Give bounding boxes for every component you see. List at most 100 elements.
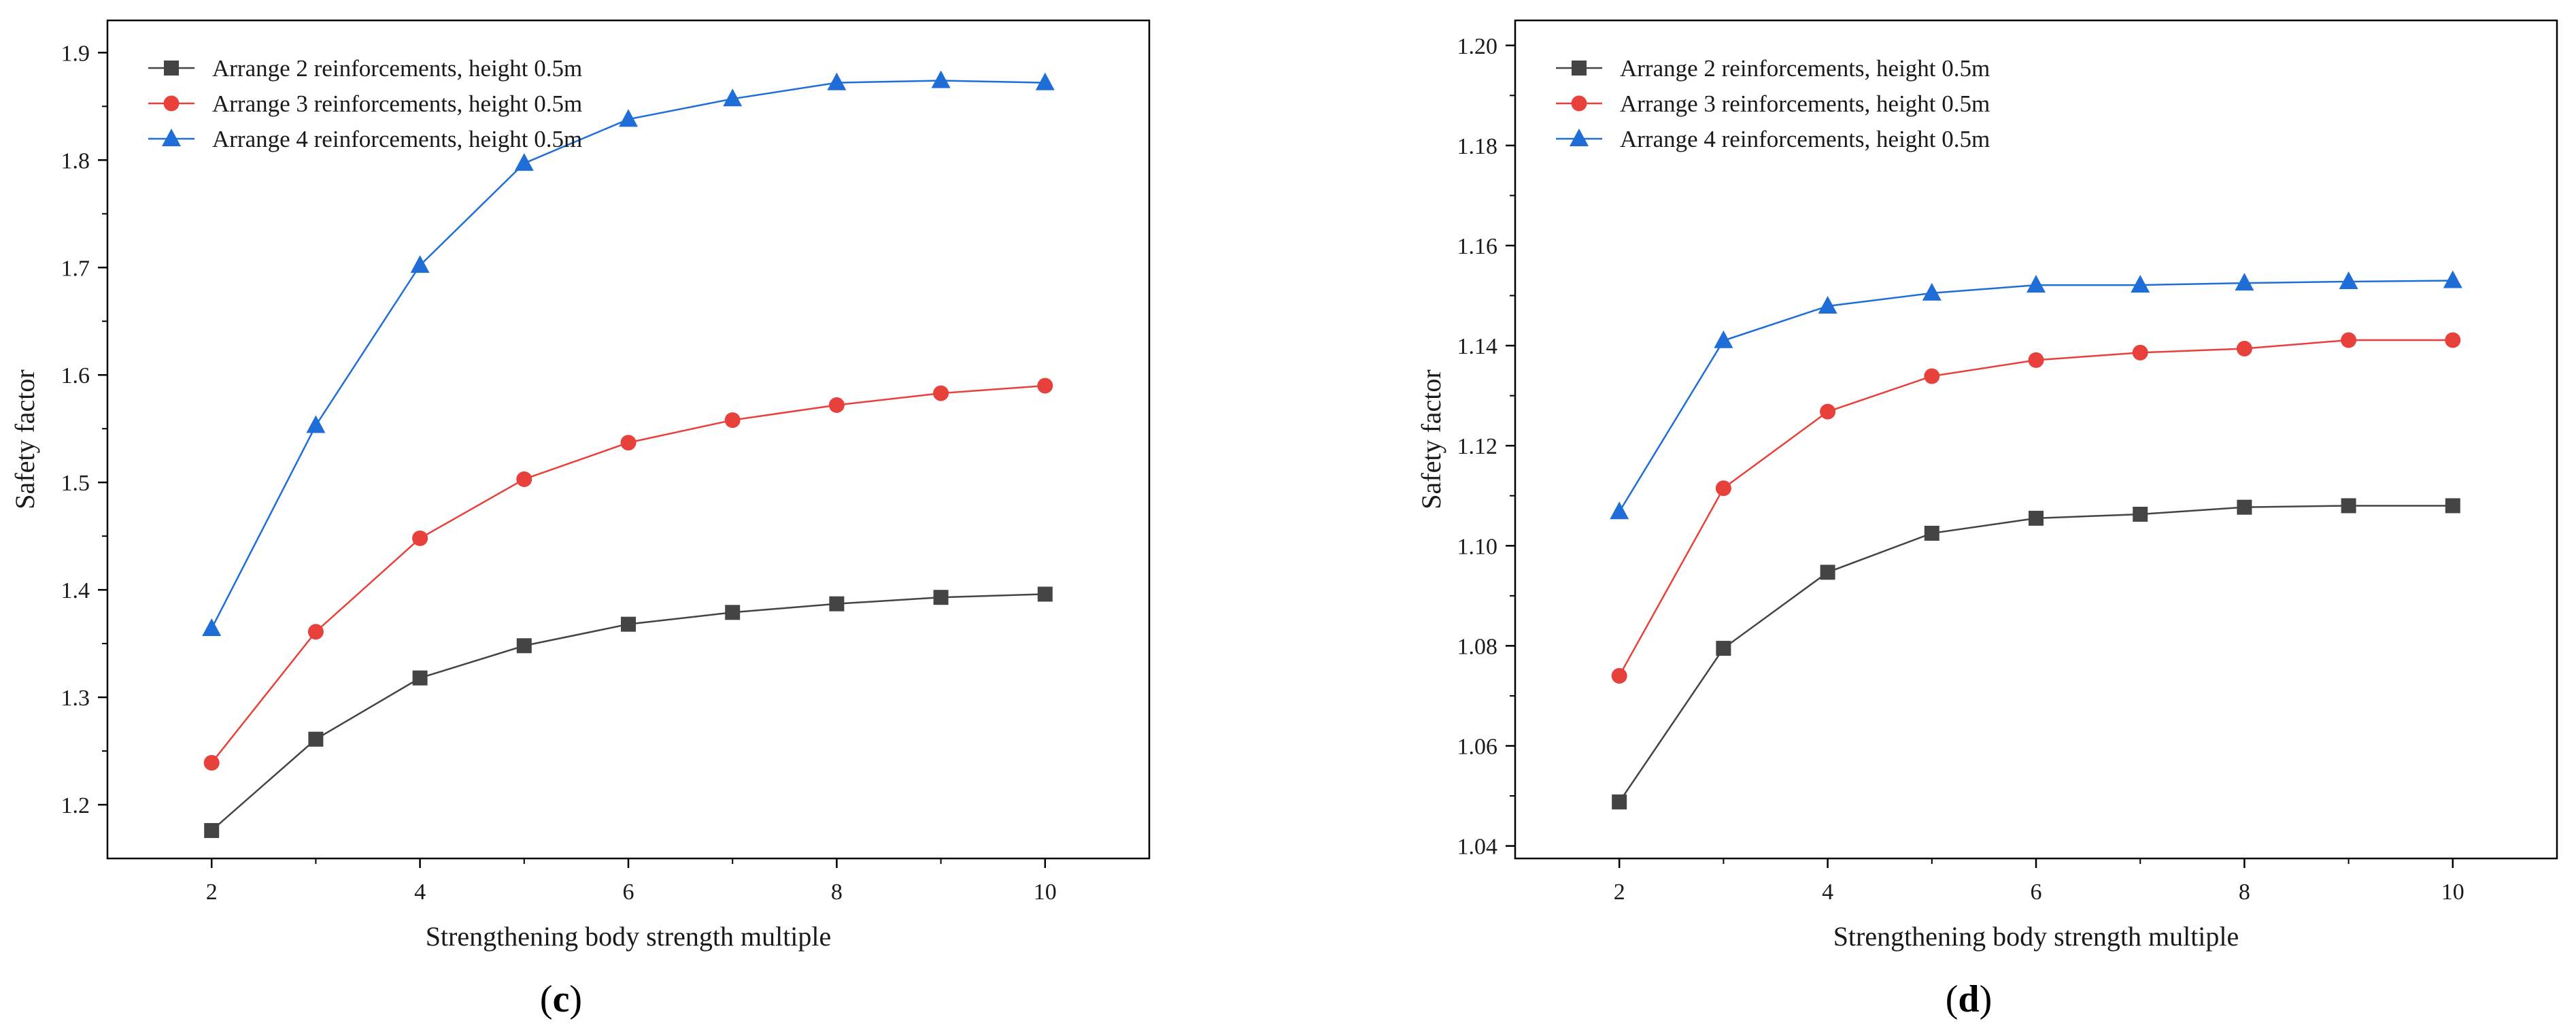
data-point-c-s3-x9 (931, 70, 951, 88)
y-tick-label-c-3: 1.5 (61, 471, 90, 496)
data-point-c-s1-x2 (204, 822, 220, 838)
x-tick-label-c-2: 2 (206, 880, 218, 905)
x-tick-label-d-8: 8 (2239, 880, 2250, 905)
y-tick-label-d-7: 1.18 (1457, 134, 1498, 159)
legend-marker-c-2 (163, 95, 180, 112)
legend-marker-c-1 (164, 61, 179, 76)
x-tick-label-d-6: 6 (2031, 880, 2042, 905)
data-point-d-s3-x7 (2131, 275, 2150, 293)
legend-label-d-3: Arrange 4 reinforcements, height 0.5m (1620, 126, 1990, 152)
legend-label-d-1: Arrange 2 reinforcements, height 0.5m (1620, 55, 1990, 82)
x-tick-label-c-6: 6 (623, 880, 634, 905)
x-tick-label-d-4: 4 (1822, 880, 1833, 905)
panel-c-caption: (c) (540, 978, 582, 1020)
data-point-d-s3-x10 (2443, 270, 2462, 288)
data-point-d-s3-x6 (2027, 275, 2046, 293)
data-point-d-s1-x5 (1924, 525, 1939, 541)
data-point-c-s1-x3 (308, 731, 324, 747)
data-point-c-s2-x3 (307, 624, 324, 640)
y-tick-label-d-3: 1.10 (1457, 534, 1498, 559)
data-point-d-s2-x9 (2341, 332, 2357, 348)
data-point-c-s3-x6 (619, 109, 638, 127)
data-point-c-s2-x8 (828, 397, 845, 413)
legend-c: Arrange 2 reinforcements, height 0.5m Arr… (148, 55, 582, 152)
x-tick-label-d-10: 10 (2441, 880, 2464, 905)
data-point-d-s1-x3 (1716, 641, 1731, 656)
data-point-c-s3-x7 (723, 88, 743, 107)
data-point-d-s3-x9 (2339, 271, 2358, 289)
data-point-d-s1-x6 (2029, 510, 2044, 526)
y-tick-label-d-2: 1.08 (1457, 634, 1498, 659)
chart-panel-d: 2 4 6 8 10 1.04 1.06 1.08 1.10 1.12 1.14 1.16 1.18 1.… (1416, 19, 2558, 952)
legend-label-c-3: Arrange 4 reinforcements, height 0.5m (212, 126, 582, 152)
data-point-c-s1-x7 (725, 605, 741, 620)
data-point-c-s3-x4 (410, 255, 430, 273)
data-point-d-s2-x2 (1611, 668, 1627, 684)
series-line-d-3 (1619, 280, 2453, 512)
data-point-d-s2-x10 (2445, 332, 2461, 348)
data-point-c-s2-x6 (620, 435, 637, 451)
x-tick-label-c-4: 4 (414, 880, 426, 905)
series-line-d-1 (1619, 505, 2453, 803)
data-point-d-s3-x8 (2235, 273, 2254, 291)
data-point-d-s2-x5 (1924, 368, 1940, 384)
data-point-c-s2-x7 (724, 412, 741, 429)
data-point-c-s3-x5 (514, 153, 534, 171)
data-point-d-s1-x10 (2445, 498, 2460, 514)
data-point-c-s2-x4 (412, 530, 428, 546)
data-point-c-s2-x10 (1037, 378, 1053, 394)
legend-label-c-2: Arrange 3 reinforcements, height 0.5m (212, 90, 582, 117)
series-d-1 (1612, 498, 2460, 809)
data-point-d-s1-x9 (2341, 498, 2356, 514)
data-point-d-s1-x4 (1820, 565, 1835, 580)
series-c-2 (203, 378, 1053, 771)
series-line-d-2 (1619, 339, 2453, 677)
y-tick-label-c-5: 1.7 (61, 256, 90, 281)
y-tick-label-d-6: 1.16 (1457, 234, 1498, 259)
legend-marker-d-2 (1571, 95, 1587, 112)
panel-d-caption: (d) (1946, 978, 1992, 1020)
legend-marker-d-3 (1570, 129, 1589, 146)
data-point-c-s1-x8 (829, 596, 845, 612)
y-tick-label-c-1: 1.3 (61, 686, 90, 711)
series-c-3 (202, 70, 1055, 636)
data-point-c-s1-x5 (516, 638, 532, 654)
legend-label-c-1: Arrange 2 reinforcements, height 0.5m (212, 55, 582, 82)
series-line-c-3 (211, 80, 1045, 629)
data-point-c-s1-x9 (933, 590, 949, 605)
y-tick-label-c-0: 1.2 (61, 793, 90, 818)
data-point-d-s2-x6 (2028, 352, 2044, 368)
data-point-d-s2-x4 (1820, 403, 1836, 420)
y-tick-label-c-2: 1.4 (61, 578, 90, 603)
data-point-c-s3-x3 (306, 415, 326, 433)
data-point-c-s1-x6 (621, 616, 636, 632)
data-point-c-s2-x2 (203, 754, 220, 771)
y-axis-label-c: Safety factor (10, 369, 40, 509)
data-point-c-s2-x9 (933, 385, 949, 401)
data-point-d-s3-x3 (1714, 330, 1733, 348)
data-point-d-s1-x2 (1612, 794, 1627, 809)
y-tick-label-d-8: 1.20 (1457, 34, 1498, 59)
data-point-c-s1-x4 (412, 670, 428, 686)
series-d-3 (1610, 270, 2462, 520)
y-tick-label-c-7: 1.9 (61, 41, 90, 66)
data-point-c-s2-x5 (516, 471, 532, 487)
data-point-d-s3-x5 (1922, 282, 1942, 301)
x-tick-label-c-10: 10 (1034, 880, 1057, 905)
data-point-d-s2-x7 (2132, 344, 2148, 361)
x-axis-label-c: Strengthening body strength multiple (426, 921, 832, 952)
x-tick-label-d-2: 2 (1614, 880, 1625, 905)
series-c-1 (204, 586, 1053, 838)
data-point-d-s1-x7 (2133, 506, 2148, 522)
series-d-2 (1611, 332, 2461, 684)
legend-marker-c-3 (162, 129, 181, 146)
y-tick-label-d-4: 1.12 (1457, 434, 1498, 459)
legend-d: Arrange 2 reinforcements, height 0.5m Arr… (1556, 55, 1990, 152)
y-tick-label-c-6: 1.8 (61, 148, 90, 173)
chart-panel-c: 2 4 6 8 10 1.2 1.3 1.4 1.5 1.6 1.7 1.8 1.9 Strengthen… (10, 19, 1151, 952)
y-tick-label-d-0: 1.04 (1457, 835, 1498, 860)
data-point-c-s3-x10 (1035, 72, 1055, 90)
y-tick-label-d-1: 1.06 (1457, 735, 1498, 760)
legend-label-d-2: Arrange 3 reinforcements, height 0.5m (1620, 90, 1990, 117)
